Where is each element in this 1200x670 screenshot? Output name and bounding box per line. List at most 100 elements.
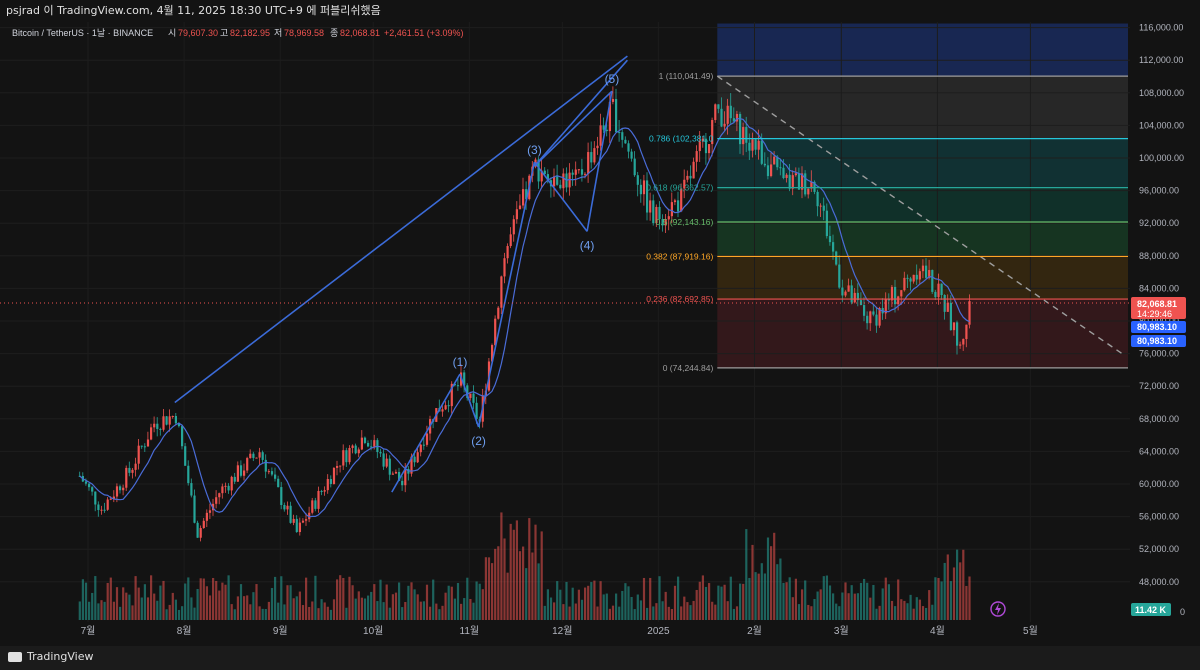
candle-body (766, 165, 770, 177)
volume-bar (549, 597, 553, 620)
volume-bar (810, 606, 813, 620)
volume-bar (289, 585, 292, 620)
legend-open-label: 시 (168, 28, 176, 38)
volume-bar (425, 584, 429, 620)
volume-bar (804, 580, 807, 620)
candle-body (739, 113, 742, 145)
wave-3-5-line[interactable] (533, 90, 613, 167)
volume-bar (122, 587, 125, 620)
volume-bar (305, 577, 308, 620)
volume-bar (177, 609, 181, 620)
price-tick-label: 52,000.00 (1139, 544, 1179, 554)
candle-body (925, 265, 928, 278)
candle-body (295, 518, 298, 533)
wave-5-leg[interactable] (586, 91, 613, 232)
volume-bar (968, 576, 971, 620)
candle-body (391, 473, 394, 475)
volume-bar (345, 607, 348, 620)
candle-body (301, 520, 305, 523)
volume-bar (125, 592, 128, 620)
candle-body (729, 105, 732, 119)
candle-body (106, 499, 109, 510)
candle-body (453, 383, 456, 386)
volume-bar (670, 609, 673, 620)
volume-bar (308, 606, 311, 620)
candle-body (401, 480, 404, 486)
volume-bar (630, 596, 633, 620)
candle-body (150, 427, 153, 440)
candle-body (918, 271, 921, 280)
time-axis[interactable]: 7월 8월 9월 10월 11월 12월 2025 2월 3월 4월 5월 (81, 625, 1038, 637)
volume-bar (683, 596, 686, 620)
volume-bar (298, 591, 301, 620)
volume-bar (174, 599, 177, 620)
volume-bar (571, 587, 574, 620)
candle-body (441, 409, 444, 412)
volume-bar (379, 579, 382, 620)
candle-body (801, 173, 804, 190)
elliott-wave-label: (1) (453, 355, 468, 369)
candle-body (280, 487, 283, 506)
candle-body (115, 486, 119, 497)
candle-body (928, 270, 931, 278)
wave-2-leg[interactable] (459, 373, 480, 428)
volume-bar (112, 601, 115, 620)
elliott-wave-drawings[interactable]: (1) (2) (3) (4) (5) (174, 55, 1123, 493)
alert-lightning-icon[interactable] (990, 601, 1006, 617)
candle-body (363, 437, 367, 443)
volume-bar (711, 601, 714, 620)
candle-body (630, 151, 633, 159)
candle-body (522, 189, 525, 206)
volume-bar (649, 577, 652, 620)
candle-body (639, 184, 642, 195)
candle-body (329, 479, 332, 484)
candle-body (667, 216, 670, 220)
candle-body (326, 479, 329, 491)
candle-body (698, 141, 701, 152)
candle-body (425, 433, 429, 445)
candle-body (661, 219, 664, 226)
volume-bar (937, 577, 940, 620)
candle-body (949, 302, 952, 331)
wave-1-leg[interactable] (391, 373, 461, 493)
volume-bar (500, 512, 503, 620)
price-axis[interactable]: 48,000.00 52,000.00 56,000.00 60,000.00 64,0… (1139, 23, 1185, 617)
candle-body (788, 174, 791, 189)
volume-bar (103, 601, 106, 620)
volume-bar (915, 597, 918, 620)
candle-body (599, 125, 602, 146)
candle-body (472, 393, 475, 403)
volume-bar (959, 562, 962, 620)
candle-body (146, 439, 150, 447)
legend-close-label: 종 (330, 28, 338, 38)
wave-3-leg[interactable] (477, 161, 536, 428)
volume-bar (202, 578, 205, 620)
candle-body (605, 129, 608, 132)
volume-bar (360, 597, 363, 620)
candle-body (156, 423, 159, 429)
descending-trendline[interactable] (716, 75, 1123, 355)
volume-bar (181, 606, 184, 620)
volume-bar (794, 578, 797, 620)
volume-bar (394, 592, 398, 620)
candle-body (952, 322, 956, 331)
volume-bar (212, 577, 215, 620)
tradingview-logo[interactable]: TradingView (8, 650, 93, 663)
wave-4-leg[interactable] (533, 161, 588, 232)
volume-bar (277, 602, 280, 620)
candle-body (388, 458, 391, 475)
volume-bar (531, 552, 534, 620)
volume-bar (323, 602, 326, 620)
price-chart[interactable]: (1) (2) (3) (4) (5) 1 (110,041.49) 0.786 (102… (0, 22, 1200, 646)
trendline-channel[interactable] (533, 59, 629, 167)
tradingview-logo-icon (8, 651, 22, 662)
volume-bar (230, 604, 233, 620)
fib-zone (717, 138, 1128, 188)
candle-body (965, 324, 968, 340)
candle-body (112, 496, 115, 499)
volume-bar (475, 581, 478, 620)
volume-bars (78, 512, 971, 620)
trendline-upper[interactable] (174, 55, 628, 404)
candle-body (646, 180, 649, 213)
volume-bar (78, 601, 81, 620)
